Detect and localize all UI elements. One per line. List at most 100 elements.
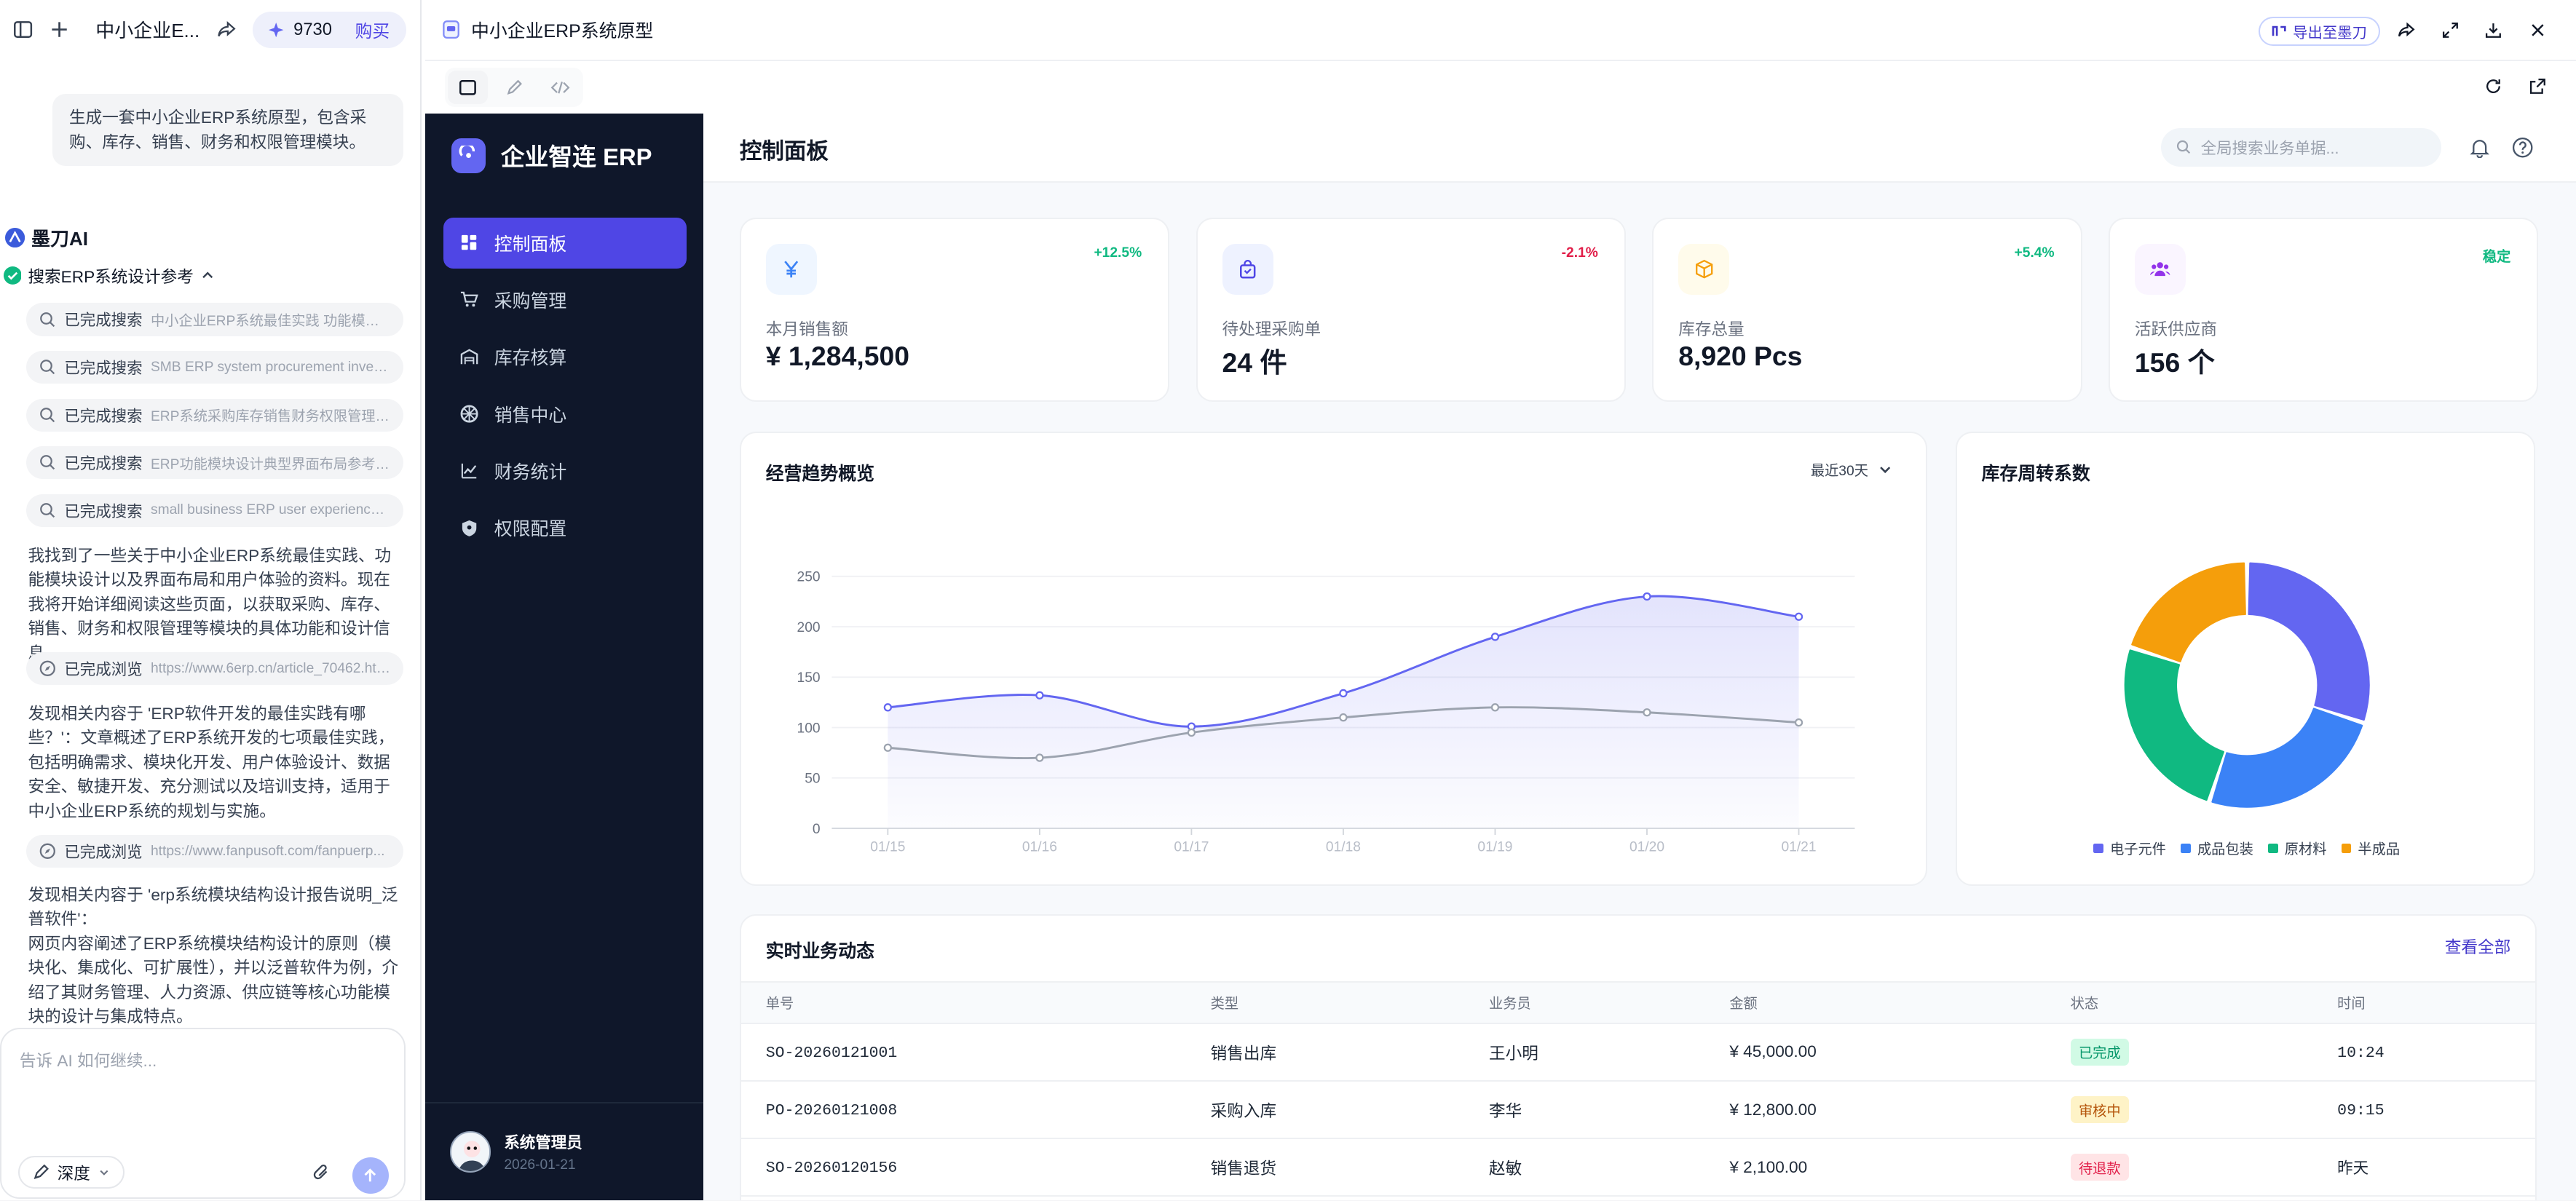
x-tick-label: 01/17 (1174, 839, 1209, 855)
sidebar-item-4[interactable]: 销售中心 (443, 388, 687, 439)
donut-slice[interactable] (2210, 707, 2363, 808)
data-point[interactable] (1794, 612, 1803, 621)
buy-button[interactable]: 购买 (355, 22, 390, 42)
data-point[interactable] (1339, 689, 1348, 697)
search-query: small business ERP user experience d... (150, 502, 391, 518)
status-badge: 审核中 (2070, 1096, 2129, 1124)
data-point[interactable] (1643, 592, 1651, 600)
brand-name: 企业智连 ERP (500, 143, 652, 171)
search-result-item[interactable]: 已完成搜索 中小企业ERP系统最佳实践 功能模块设... (26, 303, 404, 336)
table-row[interactable]: SO-20260121001 销售出库 王小明 ¥ 45,000.00 已完成 10:24 (740, 1023, 2536, 1082)
attachment-icon[interactable] (311, 1162, 331, 1182)
kpi-label: 待处理采购单 (1222, 320, 1321, 339)
data-point[interactable] (1643, 707, 1651, 717)
data-point[interactable] (1035, 691, 1044, 699)
x-tick-label: 01/19 (1477, 839, 1512, 855)
sidebar-toggle-icon[interactable] (13, 20, 33, 39)
avatar (449, 1131, 491, 1173)
brand-logo-icon (451, 138, 486, 173)
brand[interactable]: 企业智连 ERP (451, 138, 652, 173)
shield-icon (459, 518, 479, 538)
close-icon[interactable] (2529, 21, 2547, 39)
share-icon[interactable] (2397, 21, 2415, 39)
ai-paragraph-1: 我找到了一些关于中小企业ERP系统最佳实践、功能模块设计以及界面布局和用户体验的… (28, 546, 392, 662)
sidebar-item-5[interactable]: 财务统计 (443, 445, 687, 496)
help-icon[interactable] (2512, 137, 2533, 158)
cell-text: ¥ 45,000.00 (1729, 1042, 1817, 1061)
legend-item: 成品包装 (2181, 838, 2253, 858)
search-result-item[interactable]: 已完成搜索 SMB ERP system procurement invent..… (26, 350, 404, 384)
browse-result-1[interactable]: 已完成浏览 https://www.6erp.cn/article_70462.… (26, 651, 404, 686)
search-status: 已完成搜索 (64, 360, 143, 378)
search-result-item[interactable]: 已完成搜索 ERP系统采购库存销售财务权限管理界... (26, 398, 404, 432)
cell-text: ¥ 2,100.00 (1729, 1157, 1808, 1176)
table-cell: 昨天 (2312, 1138, 2536, 1197)
search-step-header[interactable]: 搜索ERP系统设计参考 (3, 263, 216, 288)
data-point[interactable] (883, 702, 892, 712)
send-button[interactable] (352, 1157, 389, 1194)
table-cell: 10:24 (2312, 1023, 2536, 1082)
search-result-item[interactable]: 已完成搜索 ERP功能模块设计典型界面布局参考 2025 (26, 446, 404, 480)
chat-input[interactable]: 告诉 AI 如何继续... (19, 1051, 157, 1070)
data-point[interactable] (1490, 702, 1499, 712)
legend-item: 电子元件 (2093, 838, 2166, 858)
table-row[interactable]: PO-20260121008 采购入库 李华 ¥ 12,800.00 审核中 09:15 (740, 1080, 2536, 1140)
sparkle-icon (269, 22, 284, 37)
cell-text: 赵敏 (1489, 1160, 1522, 1178)
compass-icon (39, 660, 56, 677)
preview-header: 中小企业ERP系统原型 导出至墨刀 (424, 0, 2576, 61)
user-profile[interactable]: 系统管理员 2026-01-21 (424, 1101, 704, 1201)
kpi-card: -2.1% 待处理采购单 24 件 (1196, 217, 1627, 403)
kpi-value: 156 个 (2134, 347, 2215, 378)
ai-chat-panel: 中小企业E... 9730 购买 生成一套中小企业ERP系统原型，包含采购、库存… (0, 0, 422, 1201)
cell-text: ¥ 12,800.00 (1729, 1100, 1817, 1119)
search-result-item[interactable]: 已完成搜索 small business ERP user experience … (26, 494, 404, 527)
search-status: 已完成搜索 (64, 407, 143, 425)
range-select[interactable]: 最近30天 (1811, 459, 1893, 480)
kpi-delta: +12.5% (1094, 245, 1142, 261)
bell-icon[interactable] (2469, 137, 2490, 159)
export-button[interactable]: 导出至墨刀 (2258, 16, 2380, 47)
donut-slice[interactable] (2124, 649, 2224, 801)
table-cell: ¥ 12,800.00 (1704, 1080, 2046, 1140)
refresh-icon[interactable] (2484, 77, 2502, 95)
table-row[interactable]: SO-20260120156 销售退货 赵敏 ¥ 2,100.00 待退款 昨天 (740, 1138, 2536, 1197)
x-tick-label: 01/21 (1781, 839, 1816, 855)
sidebar-item-1[interactable]: 控制面板 (443, 217, 687, 269)
global-search-input[interactable]: 全局搜索业务单据... (2161, 128, 2442, 167)
warehouse-icon (459, 347, 479, 367)
chevron-up-icon[interactable] (200, 268, 215, 282)
kpi-value: 24 件 (1222, 347, 1287, 378)
view-all-link[interactable]: 查看全部 (2444, 938, 2511, 956)
credit-pill[interactable]: 9730 购买 (252, 11, 406, 48)
new-chat-plus-icon[interactable] (50, 20, 69, 39)
depth-select[interactable]: 深度 (17, 1156, 125, 1189)
edit-mode-tab[interactable] (494, 71, 534, 103)
chat-composer[interactable]: 告诉 AI 如何继续... 深度 (0, 1027, 406, 1200)
data-point[interactable] (1187, 728, 1196, 737)
project-title[interactable]: 中小企业E... (95, 20, 200, 42)
download-icon[interactable] (2484, 21, 2502, 39)
sidebar-item-3[interactable]: 库存核算 (443, 331, 687, 382)
data-point[interactable] (1794, 718, 1803, 727)
data-point[interactable] (1035, 753, 1044, 762)
chevron-down-icon (1878, 462, 1892, 477)
data-point[interactable] (1339, 713, 1348, 722)
sidebar-item-6[interactable]: 权限配置 (443, 502, 687, 553)
fullscreen-icon[interactable] (2441, 21, 2460, 39)
share-icon[interactable] (216, 20, 236, 39)
donut-slice[interactable] (2130, 562, 2246, 662)
preview-mode-tab[interactable] (448, 71, 488, 104)
kpi-card: +5.4% 库存总量 8,920 Pcs (1652, 217, 2082, 403)
data-point[interactable] (883, 743, 892, 752)
kpi-card: +12.5% 本月销售额 ¥ 1,284,500 (739, 217, 1170, 403)
turnover-chart-card: 库存周转系数 电子元件 成品包装 原材料 半成品 (1955, 431, 2535, 887)
open-external-icon[interactable] (2529, 77, 2547, 95)
data-point[interactable] (1490, 633, 1499, 641)
code-mode-tab[interactable] (540, 71, 580, 103)
sidebar-item-2[interactable]: 采购管理 (443, 274, 687, 325)
table-cell: ¥ 45,000.00 (1704, 1023, 2046, 1082)
donut-slice[interactable] (2248, 562, 2370, 721)
browse-result-2[interactable]: 已完成浏览 https://www.fanpusoft.com/fanpuerp… (26, 835, 404, 868)
sidebar-item-label: 财务统计 (494, 461, 567, 483)
